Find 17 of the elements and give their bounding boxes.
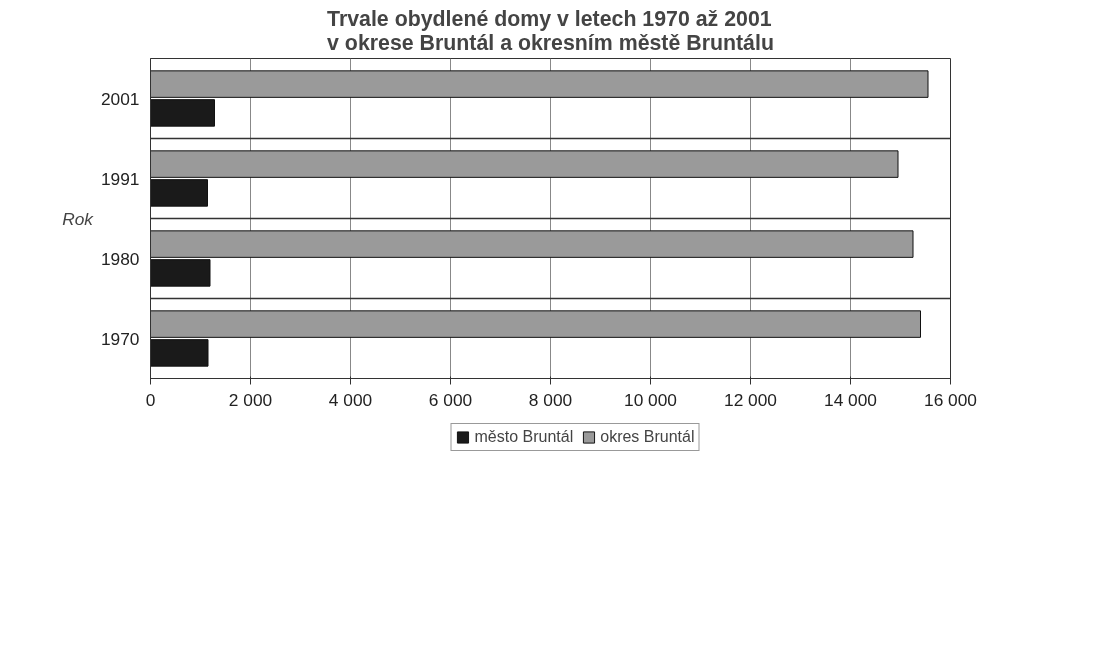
legend-label: město Bruntál [474,428,574,446]
y-tick-label: 1991 [100,168,140,189]
x-tick-label: 12 000 [724,389,777,410]
y-axis-title: Rok [62,208,95,229]
y-tick-label: 1970 [100,328,140,349]
x-tick-label: 10 000 [624,389,677,410]
chart-title: Trvale obydlené domy v letech 1970 až 2001 v okrese Bruntál a okresním městě Bruntálu [327,6,774,55]
legend-label: okres Bruntál [600,428,695,446]
y-tick-label: 2001 [100,88,140,109]
x-tick-label: 14 000 [824,389,877,410]
x-tick-label: 6 000 [428,389,473,410]
x-tick-label: 2 000 [228,389,273,410]
x-tick-label: 4 000 [328,389,373,410]
x-tick-label: 16 000 [924,389,977,410]
x-tick-label: 8 000 [528,389,573,410]
x-tick-label: 0 [145,389,156,410]
y-tick-label: 1980 [100,248,140,269]
